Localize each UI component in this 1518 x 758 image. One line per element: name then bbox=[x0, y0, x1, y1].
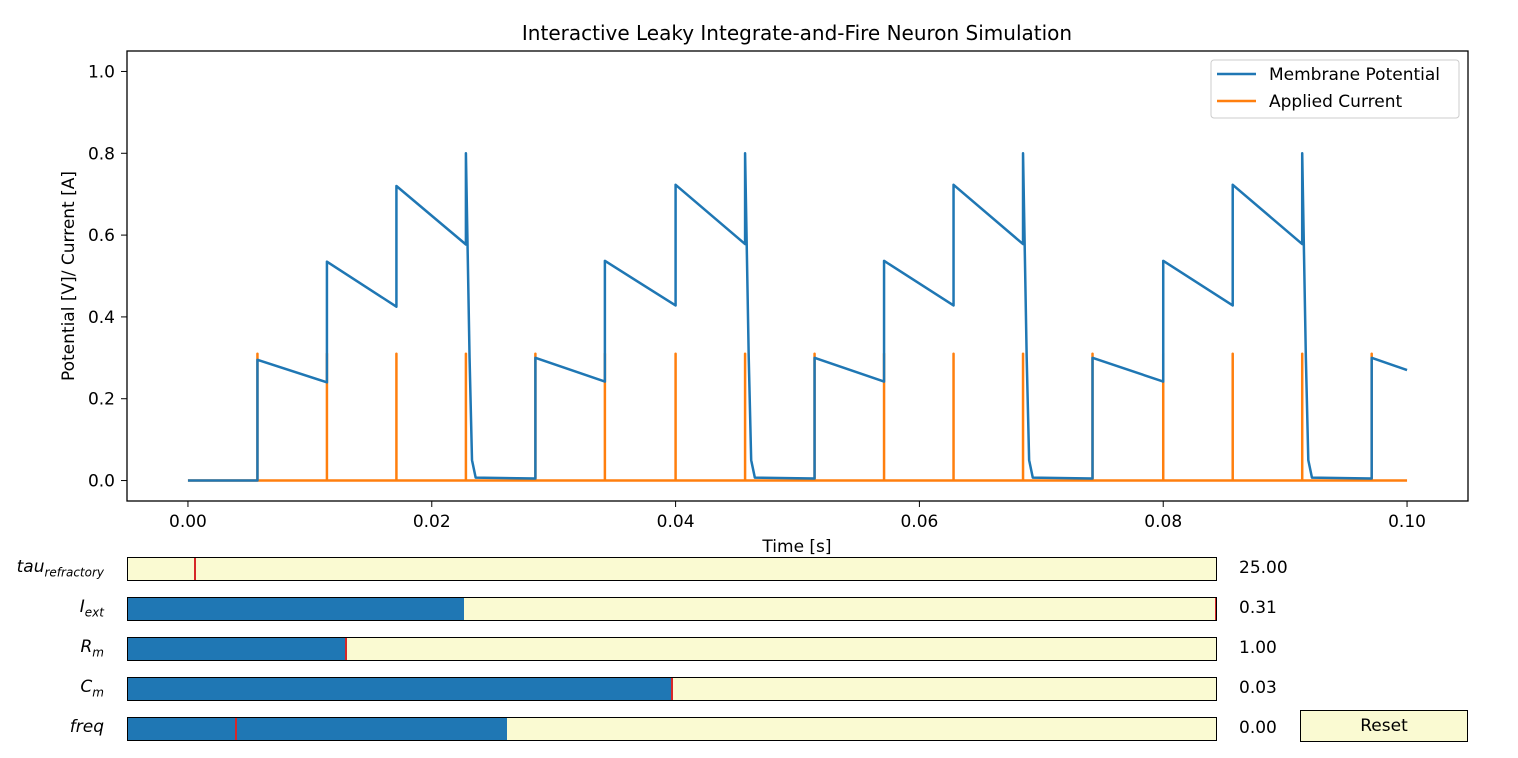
slider-label-main: R bbox=[80, 637, 93, 657]
series-line-membrane-potential bbox=[187, 152, 1408, 482]
series-line-applied-current bbox=[187, 352, 1408, 482]
slider-label-main: tau bbox=[16, 557, 45, 577]
y-tick-label: 1.0 bbox=[88, 62, 115, 82]
slider-freq[interactable] bbox=[127, 717, 1217, 741]
slider-valinit-marker bbox=[344, 638, 347, 660]
x-tick-label: 0.04 bbox=[657, 512, 695, 532]
slider-valinit-marker bbox=[194, 558, 197, 580]
plot-area bbox=[187, 152, 1408, 482]
chart-title: Interactive Leaky Integrate-and-Fire Neu… bbox=[522, 21, 1072, 45]
x-tick-label: 0.02 bbox=[413, 512, 451, 532]
x-axis: 0.00 0.02 0.04 0.06 0.08 0.10 bbox=[169, 501, 1426, 532]
x-tick-label: 0.06 bbox=[900, 512, 938, 532]
slider-r-m[interactable] bbox=[127, 637, 1217, 661]
slider-label-sub: m bbox=[92, 645, 104, 660]
reset-button[interactable]: Reset bbox=[1300, 710, 1468, 742]
slider-valinit-marker bbox=[671, 678, 673, 700]
y-tick-label: 0.4 bbox=[88, 308, 115, 328]
legend-frame bbox=[1210, 59, 1460, 119]
slider-label-main: C bbox=[80, 677, 93, 697]
y-tick-label: 0.8 bbox=[88, 144, 115, 164]
slider-value-freq: 0.00 bbox=[1239, 718, 1277, 738]
slider-c-m[interactable] bbox=[127, 677, 1217, 701]
slider-label-sub: m bbox=[92, 685, 104, 700]
y-axis-label: Potential [V]/ Current [A] bbox=[59, 171, 79, 381]
slider-label-c-m: Cm bbox=[80, 677, 104, 699]
slider-label-r-m: Rm bbox=[80, 637, 104, 659]
slider-value-i-ext: 0.31 bbox=[1239, 598, 1277, 618]
legend: Membrane Potential Applied Current bbox=[1210, 59, 1460, 119]
x-tick-label: 0.10 bbox=[1388, 512, 1426, 532]
legend-label-potential: Membrane Potential bbox=[1269, 65, 1440, 85]
slider-tau-refractory[interactable] bbox=[127, 557, 1217, 581]
slider-fill bbox=[128, 638, 346, 660]
slider-label-tau-refractory: taurefractory bbox=[17, 557, 104, 579]
slider-fill bbox=[128, 718, 507, 740]
y-axis: 0.0 0.2 0.4 0.6 0.8 1.0 bbox=[88, 62, 127, 492]
slider-label-freq: freq bbox=[70, 717, 104, 737]
slider-label-sub: ext bbox=[84, 605, 104, 620]
slider-label-sub: refractory bbox=[44, 565, 104, 580]
y-tick-label: 0.0 bbox=[88, 472, 115, 492]
slider-label-i-ext: Iext bbox=[80, 597, 104, 619]
x-tick-label: 0.00 bbox=[169, 512, 207, 532]
x-tick-label: 0.08 bbox=[1144, 512, 1182, 532]
slider-fill bbox=[128, 678, 672, 700]
slider-value-tau-refractory: 25.00 bbox=[1239, 558, 1288, 578]
slider-valinit-marker bbox=[234, 718, 237, 740]
slider-i-ext[interactable] bbox=[127, 597, 1217, 621]
x-axis-label: Time [s] bbox=[761, 537, 831, 557]
slider-value-r-m: 1.00 bbox=[1239, 638, 1277, 658]
y-tick-label: 0.6 bbox=[88, 226, 115, 246]
legend-label-current: Applied Current bbox=[1269, 92, 1402, 112]
slider-fill bbox=[128, 598, 465, 620]
slider-label-main: freq bbox=[69, 717, 104, 737]
slider-valinit-marker bbox=[1215, 598, 1216, 620]
slider-label-main: I bbox=[79, 597, 85, 617]
slider-value-c-m: 0.03 bbox=[1239, 678, 1277, 698]
y-tick-label: 0.2 bbox=[88, 390, 115, 410]
axes-frame bbox=[126, 50, 1469, 502]
